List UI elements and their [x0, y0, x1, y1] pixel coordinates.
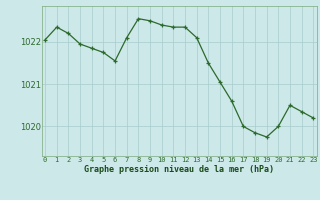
X-axis label: Graphe pression niveau de la mer (hPa): Graphe pression niveau de la mer (hPa) [84, 165, 274, 174]
